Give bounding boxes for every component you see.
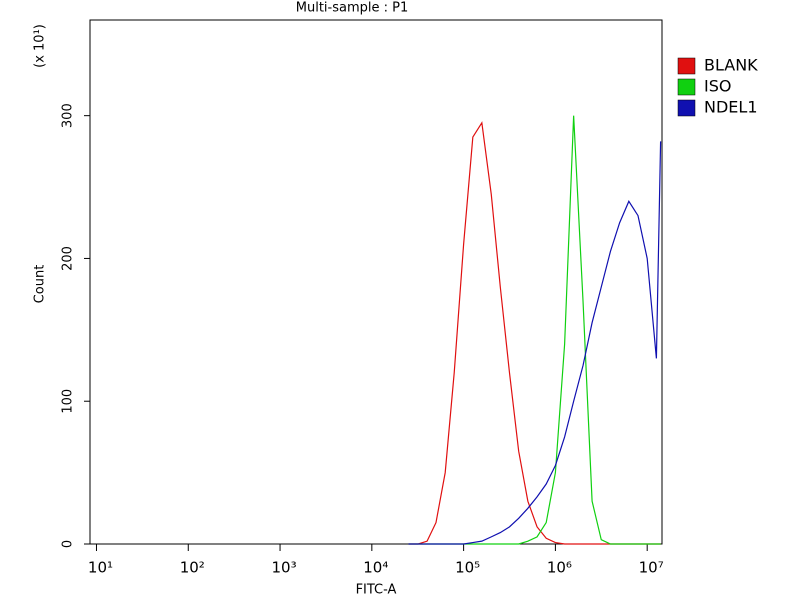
x-tick-label: 10⁷ — [639, 559, 664, 577]
legend-swatch — [677, 78, 696, 96]
y-axis-label: Count — [33, 265, 48, 304]
series-line — [408, 121, 661, 545]
y-axis-annotation: (x 10¹) — [33, 24, 48, 68]
plot-frame — [89, 19, 663, 545]
x-tick-label: 10⁶ — [547, 559, 572, 577]
chart-title: Multi-sample : P1 — [296, 1, 409, 16]
y-tick-label: 300 — [61, 103, 76, 128]
legend-swatch — [677, 99, 696, 117]
series-line — [408, 115, 661, 545]
legend-swatch — [677, 57, 696, 75]
x-tick-label: 10³ — [271, 559, 296, 577]
legend-label: ISO — [704, 77, 731, 96]
x-tick-label: 10⁵ — [455, 559, 480, 577]
y-tick-label: 200 — [61, 246, 76, 271]
x-tick-label: 10⁴ — [363, 559, 388, 577]
series-line — [408, 141, 662, 545]
x-tick-label: 10¹ — [88, 559, 113, 577]
y-tick-label: 0 — [61, 540, 76, 548]
x-axis-label: FITC-A — [356, 583, 397, 598]
legend-label: NDEL1 — [704, 98, 758, 117]
legend-label: BLANK — [704, 56, 758, 75]
y-tick-label: 100 — [61, 389, 76, 414]
x-tick-label: 10² — [180, 559, 205, 577]
